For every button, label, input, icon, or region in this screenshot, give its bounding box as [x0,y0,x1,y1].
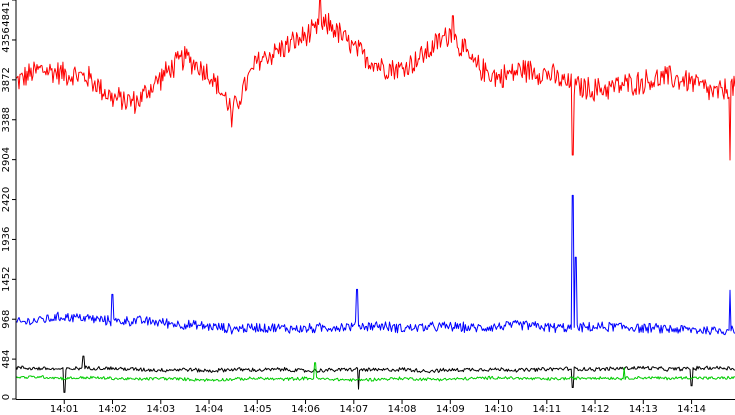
series-line-1 [15,0,735,161]
x-tick-label: 14:13 [629,404,658,415]
y-tick-label: 0 [1,394,12,400]
x-tick-label: 14:01 [50,404,79,415]
y-tick-label: 484 [1,350,12,369]
y-tick-label: 1936 [1,227,12,252]
x-tick-label: 14:10 [484,404,513,415]
x-tick-label: 14:12 [581,404,610,415]
y-tick-label: 3388 [1,107,12,132]
series-layer [15,0,735,393]
series-line-2 [15,194,735,336]
x-tick-label: 14:11 [532,404,561,415]
x-tick-label: 14:08 [388,404,417,415]
y-tick-label: 4841 [1,1,12,26]
x-tick-label: 14:09 [436,404,465,415]
y-tick-label: 3872 [1,67,12,92]
x-tick-label: 14:14 [677,404,706,415]
y-tick-label: 968 [1,310,12,329]
x-tick-label: 14:02 [98,404,127,415]
y-tick-label: 4356 [1,27,12,52]
y-tick-label: 1452 [1,267,12,292]
x-axis-ticks: 14:01 14:02 14:03 14:04 14:05 14:06 14:07 14:08… [50,399,706,415]
series-line-4 [15,362,735,382]
x-tick-label: 14:04 [195,404,224,415]
x-tick-label: 14:05 [243,404,272,415]
y-tick-label: 2420 [1,187,12,212]
y-tick-label: 2904 [1,147,12,172]
x-tick-label: 14:03 [146,404,175,415]
x-tick-label: 14:07 [339,404,368,415]
x-tick-label: 14:06 [291,404,320,415]
series-line-3 [15,355,735,393]
